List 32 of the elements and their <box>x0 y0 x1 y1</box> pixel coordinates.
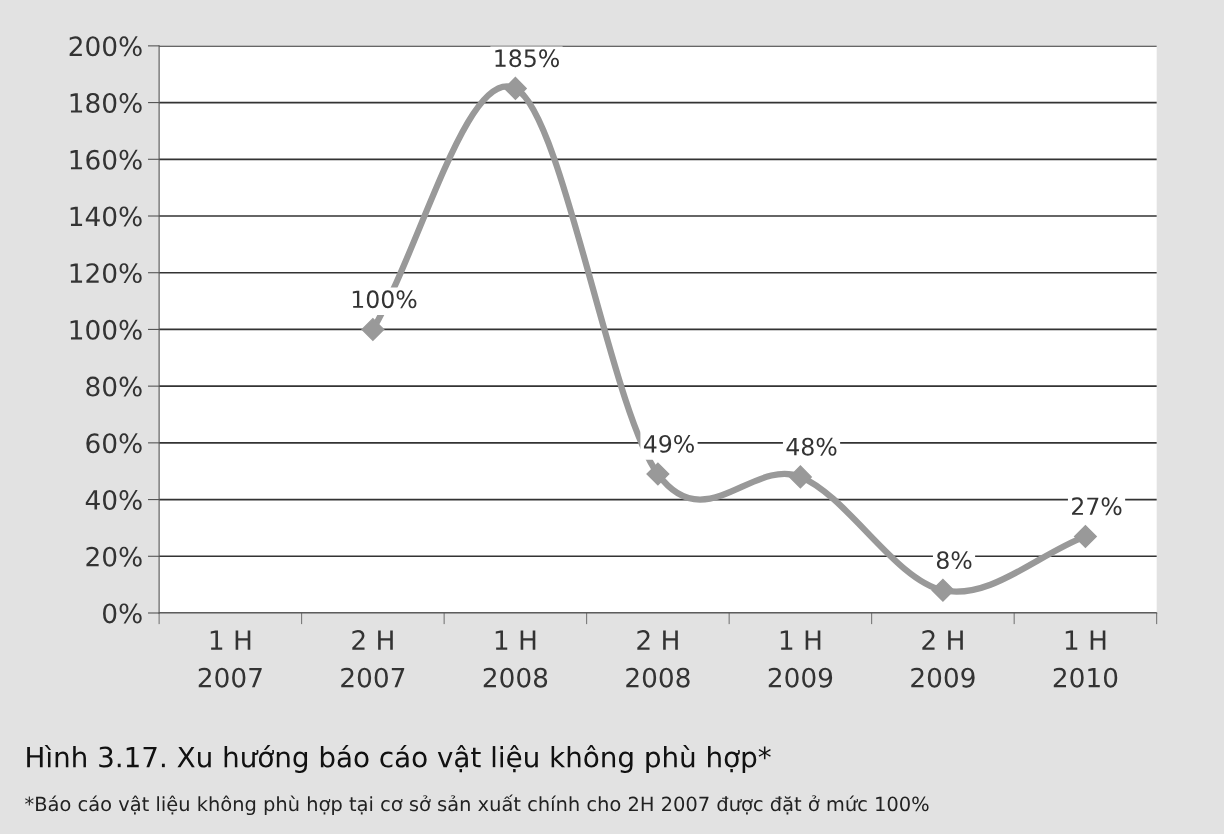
x-tick-label: 1 H 2010 <box>1053 630 1118 688</box>
y-tick-label: 140% <box>70 206 142 227</box>
y-tick-label: 40% <box>85 490 142 510</box>
y-tick-label: 200% <box>69 36 142 57</box>
x-tick-label: 2 H 2008 <box>626 630 690 688</box>
y-tick-label: 20% <box>86 546 142 567</box>
data-label: 49% <box>643 434 694 453</box>
point <box>931 578 955 602</box>
x-tick-label: 2 H 2009 <box>911 630 975 688</box>
point <box>1073 524 1097 548</box>
y-tick-label: 120% <box>70 263 142 284</box>
point <box>646 462 670 486</box>
text: *Báo cáo vật liệu không phù hợp tại cơ sở sản xuất chính cho 2H 2007 được đặt ở mức 100% <box>25 794 929 816</box>
point <box>503 76 527 100</box>
y-tick-label: 100% <box>70 319 142 340</box>
text: Hình 3.17. Xu hướng báo cáo vật liệu không phù hợp* <box>27 744 771 773</box>
x-tick-label: 1 H 2007 <box>198 630 262 688</box>
data-label: 100% <box>352 290 417 309</box>
data-label: 185% <box>495 49 559 68</box>
x-tick-label: 2 H 2007 <box>341 630 405 688</box>
y-tick-label: 160% <box>70 149 142 170</box>
point <box>361 317 385 341</box>
data-label: 8% <box>936 551 972 570</box>
y-tick-label: 80% <box>86 376 142 397</box>
point <box>788 465 812 489</box>
y-tick-label: 0% <box>103 603 142 624</box>
x-tick-label: 1 H 2009 <box>768 630 833 688</box>
data-label: 48% <box>786 437 837 456</box>
y-tick-label: 60% <box>86 433 142 454</box>
data-label: 27% <box>1072 497 1122 516</box>
x-tick-label: 1 H 2008 <box>483 630 548 688</box>
y-tick-label: 180% <box>70 93 142 113</box>
